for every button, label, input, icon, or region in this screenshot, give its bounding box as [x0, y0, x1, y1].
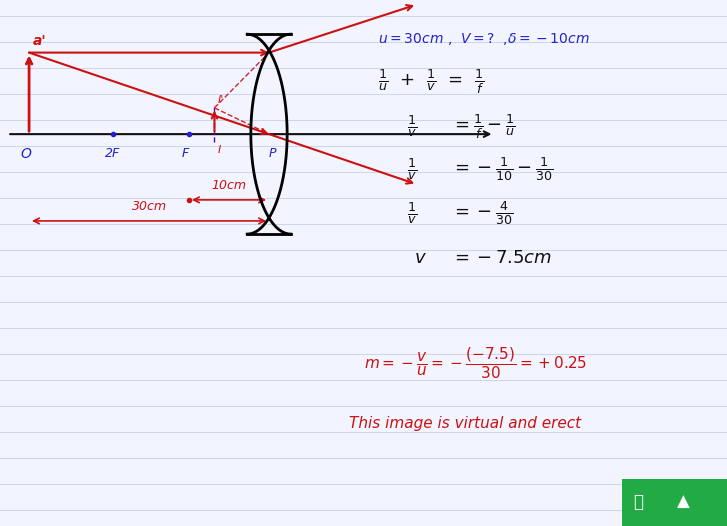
Text: This image is virtual and erect: This image is virtual and erect	[349, 416, 581, 431]
Text: $\frac{1}{v}$: $\frac{1}{v}$	[407, 157, 417, 182]
FancyBboxPatch shape	[622, 479, 727, 526]
Text: $u = 30cm$ ,  $V = ?$  ,$\delta = -10cm$: $u = 30cm$ , $V = ?$ ,$\delta = -10cm$	[378, 32, 590, 47]
Text: ▲: ▲	[677, 493, 690, 511]
Text: 30cm: 30cm	[132, 200, 166, 213]
Text: $v$: $v$	[414, 249, 427, 267]
Text: $= -\frac{1}{10} - \frac{1}{30}$: $= -\frac{1}{10} - \frac{1}{30}$	[451, 156, 553, 183]
Text: $m = -\dfrac{v}{u} = -\dfrac{(-7.5)}{30} = +0.25$: $m = -\dfrac{v}{u} = -\dfrac{(-7.5)}{30}…	[364, 345, 587, 381]
Text: a': a'	[33, 34, 47, 48]
Text: I: I	[218, 145, 221, 155]
Text: $\frac{1}{v}$: $\frac{1}{v}$	[407, 114, 417, 139]
Text: 2F: 2F	[105, 147, 120, 160]
Text: $= \frac{1}{f} - \frac{1}{u}$: $= \frac{1}{f} - \frac{1}{u}$	[451, 112, 515, 140]
Text: I': I'	[218, 95, 225, 105]
Text: $= -7.5cm$: $= -7.5cm$	[451, 249, 552, 267]
Text: ⎗: ⎗	[633, 493, 643, 511]
Text: $= -\frac{4}{30}$: $= -\frac{4}{30}$	[451, 199, 513, 227]
Text: O: O	[20, 147, 31, 161]
Text: 10cm: 10cm	[212, 179, 246, 192]
Text: $\frac{1}{u}$  +  $\frac{1}{v}$  =  $\frac{1}{f}$: $\frac{1}{u}$ + $\frac{1}{v}$ = $\frac{1…	[378, 67, 485, 96]
Text: $\frac{1}{v}$: $\frac{1}{v}$	[407, 200, 417, 226]
Text: F: F	[182, 147, 189, 160]
Text: P: P	[269, 147, 276, 160]
